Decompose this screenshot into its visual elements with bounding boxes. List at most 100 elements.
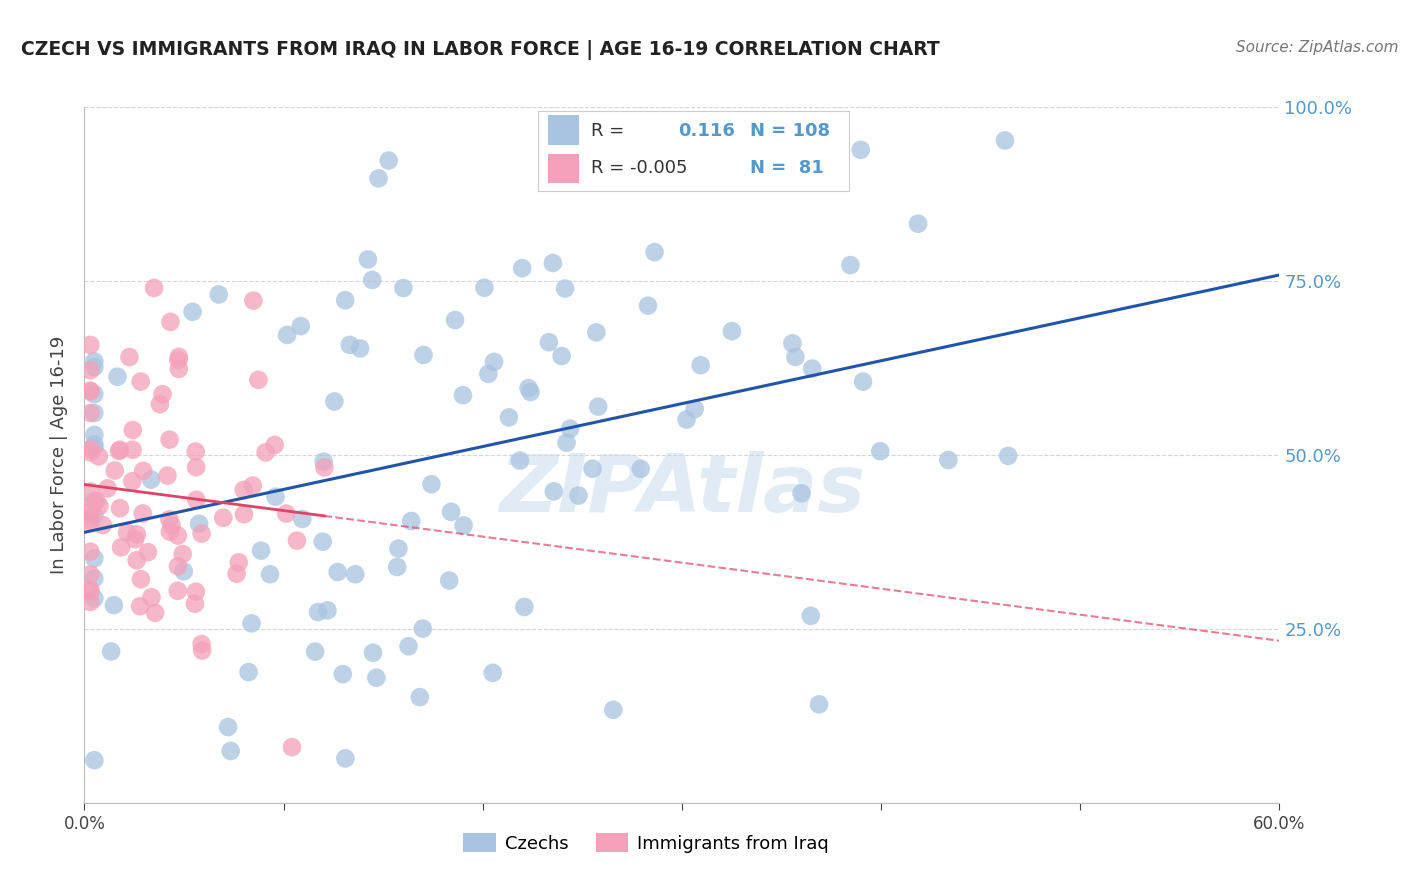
- Point: [129, 599, 152, 614]
- Point: [188, 516, 211, 531]
- Point: [232, 483, 254, 497]
- Point: [801, 361, 824, 376]
- Point: [644, 245, 666, 260]
- Point: [285, 533, 308, 548]
- Point: [513, 599, 536, 614]
- Point: [498, 410, 520, 425]
- Point: [409, 690, 432, 705]
- Point: [79, 406, 101, 420]
- Point: [108, 501, 131, 516]
- Point: [152, 387, 174, 401]
- Point: [367, 171, 389, 186]
- Point: [89, 499, 111, 513]
- Point: [586, 400, 609, 414]
- Point: [332, 667, 354, 681]
- Point: [444, 313, 467, 327]
- Point: [439, 574, 461, 588]
- Point: [385, 560, 408, 574]
- Point: [938, 453, 960, 467]
- Point: [79, 445, 101, 459]
- Point: [79, 442, 101, 456]
- Point: [156, 468, 179, 483]
- Point: [276, 507, 298, 521]
- Point: [125, 527, 148, 541]
- Point: [129, 572, 152, 586]
- Point: [399, 514, 422, 528]
- Point: [110, 541, 132, 555]
- Point: [361, 273, 384, 287]
- Point: [167, 350, 190, 364]
- Point: [281, 740, 304, 755]
- Point: [482, 355, 505, 369]
- Point: [79, 567, 101, 582]
- Point: [800, 608, 823, 623]
- Point: [555, 435, 578, 450]
- Point: [83, 437, 105, 451]
- Point: [115, 525, 138, 540]
- Point: [79, 515, 101, 529]
- Point: [118, 350, 141, 364]
- Point: [519, 385, 541, 400]
- Point: [839, 258, 862, 272]
- Point: [581, 461, 603, 475]
- Point: [291, 512, 314, 526]
- Point: [186, 492, 208, 507]
- Point: [323, 394, 346, 409]
- Point: [79, 595, 101, 609]
- Point: [79, 505, 101, 519]
- Point: [166, 528, 188, 542]
- Point: [228, 555, 250, 569]
- Point: [790, 486, 813, 500]
- Point: [86, 494, 108, 508]
- Point: [212, 510, 235, 524]
- Point: [79, 338, 101, 352]
- Point: [675, 412, 697, 426]
- Point: [264, 490, 287, 504]
- Point: [108, 444, 131, 458]
- Point: [100, 644, 122, 658]
- Point: [453, 518, 475, 533]
- Point: [550, 349, 572, 363]
- Point: [159, 315, 181, 329]
- Text: ZIPAtlas: ZIPAtlas: [499, 450, 865, 529]
- Point: [167, 353, 190, 368]
- Point: [852, 375, 875, 389]
- Point: [510, 261, 533, 276]
- Point: [366, 671, 388, 685]
- Point: [240, 616, 263, 631]
- Point: [157, 512, 180, 526]
- Point: [104, 463, 127, 477]
- Point: [167, 362, 190, 376]
- Point: [387, 541, 409, 556]
- Point: [129, 375, 152, 389]
- Point: [304, 644, 326, 658]
- Point: [83, 508, 105, 522]
- Point: [83, 571, 105, 585]
- Point: [254, 445, 277, 459]
- Text: Source: ZipAtlas.com: Source: ZipAtlas.com: [1236, 40, 1399, 55]
- Point: [124, 533, 146, 547]
- Point: [307, 605, 329, 619]
- Point: [907, 217, 929, 231]
- Point: [79, 384, 101, 398]
- Point: [808, 698, 831, 712]
- Point: [159, 433, 181, 447]
- Point: [509, 453, 531, 467]
- Point: [250, 543, 273, 558]
- Point: [377, 153, 399, 168]
- Point: [630, 462, 652, 476]
- Point: [412, 348, 434, 362]
- Point: [326, 565, 349, 579]
- Point: [79, 582, 101, 597]
- Point: [238, 665, 260, 680]
- Point: [335, 751, 357, 765]
- Point: [143, 606, 166, 620]
- Legend: Czechs, Immigrants from Iraq: Czechs, Immigrants from Iraq: [456, 826, 837, 860]
- Point: [314, 460, 336, 475]
- Point: [83, 428, 105, 442]
- Point: [567, 489, 589, 503]
- Point: [357, 252, 380, 267]
- Point: [159, 524, 181, 539]
- Point: [121, 442, 143, 457]
- Point: [79, 499, 101, 513]
